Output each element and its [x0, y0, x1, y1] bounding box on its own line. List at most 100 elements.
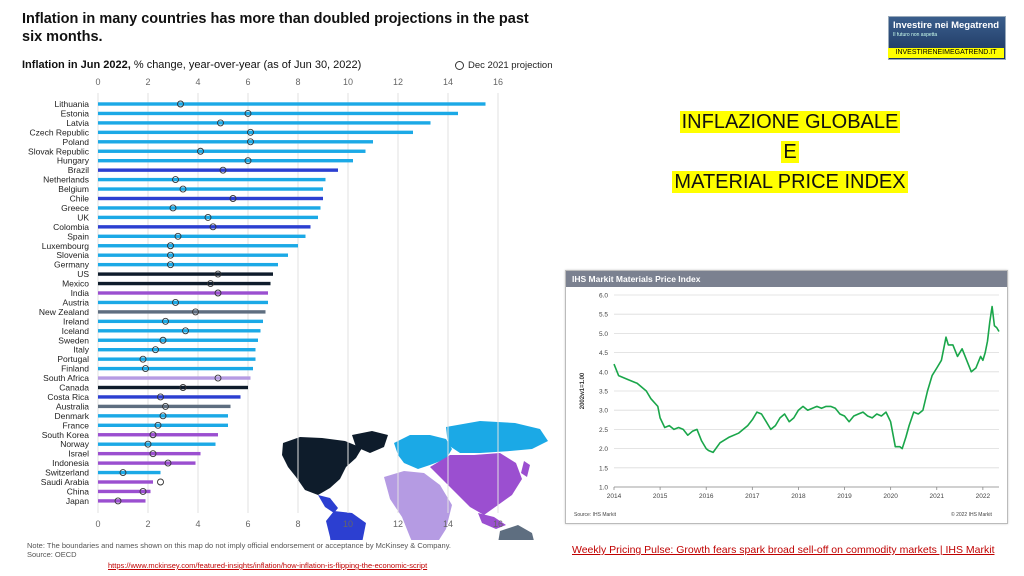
y-tick-label: 3.0: [599, 408, 608, 415]
ihs-chart-title: IHS Markit Materials Price Index: [566, 271, 1007, 287]
projection-marker: [167, 251, 174, 259]
projection-marker: [139, 488, 147, 495]
projection-marker: [164, 459, 172, 467]
ihs-copyright: © 2022 IHS Markit: [951, 512, 992, 518]
x-tick-label-bottom: 12: [393, 519, 403, 529]
x-tick-label-bottom: 10: [343, 519, 353, 529]
bar: [98, 357, 256, 361]
projection-marker: [149, 450, 157, 458]
country-label: Australia: [56, 401, 89, 411]
country-label: Belgium: [58, 184, 89, 194]
projection-marker: [229, 195, 237, 202]
country-label: Netherlands: [43, 175, 89, 185]
bar: [98, 253, 288, 257]
brand-url: INVESTIRENEIMEGATREND.IT: [888, 48, 1004, 58]
bar: [98, 300, 268, 305]
x-tick-label: 2019: [837, 493, 852, 500]
projection-marker: [114, 497, 122, 505]
projection-marker: [247, 138, 254, 146]
country-label: Japan: [66, 496, 89, 506]
country-label: Portugal: [57, 354, 89, 364]
projection-marker: [219, 166, 227, 174]
bar: [98, 121, 431, 125]
country-label: Iceland: [62, 326, 90, 336]
country-label: Mexico: [62, 279, 89, 289]
bar: [98, 225, 311, 229]
headline-line-1: INFLAZIONE GLOBALE: [679, 111, 901, 133]
country-label: China: [67, 486, 89, 496]
country-label: Greece: [61, 203, 89, 213]
country-label: Latvia: [66, 118, 89, 128]
y-tick-label: 1.5: [599, 465, 608, 472]
projection-marker: [214, 289, 222, 297]
legend: Dec 2021 projection: [455, 60, 553, 71]
y-tick-label: 3.5: [599, 389, 608, 396]
projection-marker: [159, 412, 167, 420]
bar: [98, 149, 366, 153]
map-europe: [394, 435, 452, 469]
y-axis-label: 2002w1=1.00: [580, 372, 586, 409]
map-southeast-asia: [478, 513, 506, 529]
subtitle-rest: % change, year-over-year (as of Jun 30, …: [130, 59, 362, 71]
bar: [98, 414, 228, 418]
bar: [98, 130, 413, 135]
ihs-chart-marks: 1.0 1.5 2.0 2.5 3.0 3.5 4.0 4.5 5.0 5.5 6.0 2014 201…: [580, 293, 1000, 500]
bar: [98, 348, 256, 352]
subtitle-bold: Inflation in Jun 2022,: [22, 59, 131, 71]
x-tick-label-top: 8: [295, 77, 300, 87]
bar: [98, 159, 353, 163]
bar: [98, 111, 458, 116]
country-label: Italy: [73, 345, 89, 355]
bar: [98, 433, 218, 437]
country-label: Sweden: [58, 335, 89, 345]
inflation-bar-chart: 0 0 2 2 4 4 6 6 8 8 10 10 12 12 14 14 16 16 LithuaniaEston…: [28, 77, 548, 540]
y-tick-label: 1.0: [599, 485, 608, 492]
country-label: Hungary: [57, 156, 90, 166]
headline-line-2: E: [781, 141, 799, 163]
map-japan: [521, 461, 530, 477]
y-tick-label: 2.0: [599, 446, 608, 453]
bar: [98, 187, 323, 191]
projection-marker: [159, 336, 167, 344]
projection-marker: [157, 478, 164, 486]
chart-subtitle: Inflation in Jun 2022, % change, year-ov…: [22, 59, 361, 71]
legend-label: Dec 2021 projection: [468, 60, 553, 71]
bar: [98, 489, 151, 494]
bar: [98, 461, 196, 465]
bar: [98, 244, 298, 248]
x-tick-label: 2018: [791, 493, 806, 500]
bar: [98, 291, 268, 295]
bar: [98, 310, 266, 314]
country-label: Switzerland: [45, 468, 89, 478]
map-asia: [430, 453, 522, 515]
x-tick-label-top: 10: [343, 77, 353, 87]
headline: INFLAZIONE GLOBALE E MATERIAL PRICE INDE…: [640, 107, 940, 197]
projection-marker: [179, 185, 187, 193]
x-tick-label-bottom: 6: [245, 519, 250, 529]
x-tick-label-top: 0: [95, 77, 100, 87]
projection-marker: [174, 232, 182, 240]
country-label: New Zealand: [39, 307, 89, 317]
projection-marker: [167, 261, 174, 269]
projection-marker: [182, 327, 189, 335]
bar: [98, 196, 323, 201]
projection-marker: [139, 355, 147, 363]
ihs-source: Source: IHS Markit: [574, 512, 616, 518]
country-label: Poland: [63, 137, 90, 147]
bar: [98, 470, 161, 475]
bar: [98, 281, 271, 286]
map-russia: [446, 421, 548, 453]
x-tick-label-top: 4: [195, 77, 200, 87]
x-tick-label-bottom: 14: [443, 519, 453, 529]
ihs-line-chart: 1.0 1.5 2.0 2.5 3.0 3.5 4.0 4.5 5.0 5.5 6.0 2014 201…: [580, 293, 1000, 500]
ihs-article-link[interactable]: Weekly Pricing Pulse: Growth fears spark…: [572, 544, 995, 556]
mckinsey-link[interactable]: https://www.mckinsey.com/featured-insigh…: [108, 561, 428, 570]
country-label: Czech Republic: [29, 127, 89, 137]
country-label: South Africa: [43, 373, 89, 383]
bar-chart-marks: 0 0 2 2 4 4 6 6 8 8 10 10 12 12 14 14 16 16 LithuaniaEston…: [28, 77, 503, 529]
projection-marker: [192, 308, 199, 316]
country-label: Canada: [59, 383, 89, 393]
projection-marker: [119, 469, 127, 476]
country-label: Israel: [68, 449, 89, 459]
bar: [98, 404, 231, 409]
